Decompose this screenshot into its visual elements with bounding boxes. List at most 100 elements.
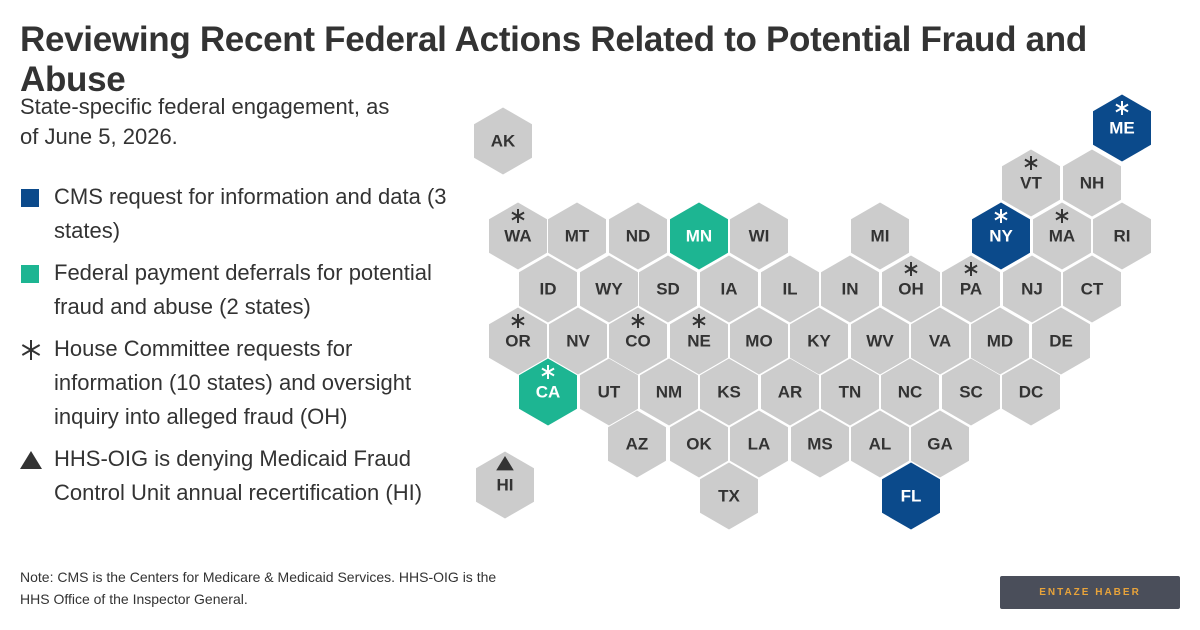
asterisk-stroke	[1055, 211, 1069, 221]
state-label: AL	[869, 434, 892, 453]
state-hex	[791, 410, 849, 478]
asterisk-stroke	[541, 367, 555, 377]
state: IL	[761, 255, 819, 323]
state-label: KY	[807, 331, 831, 350]
state-hex	[580, 358, 638, 426]
state: MT	[548, 202, 606, 270]
legend-item: House Committee requests for information…	[20, 332, 450, 429]
asterisk-stroke	[994, 211, 1008, 221]
asterisk-stroke	[631, 316, 645, 326]
legend: CMS request for information and data (3 …	[20, 180, 450, 518]
state: OH	[882, 255, 940, 323]
state: GA	[911, 410, 969, 478]
state: CT	[1063, 255, 1121, 323]
state-label: MI	[871, 226, 890, 245]
state-hex	[1093, 94, 1151, 162]
state: WV	[851, 307, 909, 375]
state: FL	[882, 462, 940, 530]
state-label: HI	[497, 475, 514, 494]
state: NH	[1063, 149, 1121, 217]
state: MN	[670, 202, 728, 270]
state-label: TX	[718, 486, 740, 505]
state-label: AZ	[626, 434, 649, 453]
state-label: WI	[749, 226, 770, 245]
state-label: MA	[1049, 226, 1075, 245]
state: MD	[971, 307, 1029, 375]
state-label: GA	[927, 434, 953, 453]
state: NC	[881, 358, 939, 426]
state-hex	[670, 202, 728, 270]
state: MS	[791, 410, 849, 478]
asterisk-stroke	[904, 264, 918, 274]
state-label: VA	[929, 331, 951, 350]
state-label: WV	[866, 331, 894, 350]
state: AK	[474, 107, 532, 175]
state-hex	[790, 307, 848, 375]
state-hex	[580, 255, 638, 323]
state-label: IN	[842, 279, 859, 298]
legend-icon	[21, 340, 41, 360]
state-label: NY	[989, 226, 1013, 245]
state-label: IL	[782, 279, 797, 298]
state: KY	[790, 307, 848, 375]
state-label: ID	[540, 279, 557, 298]
legend-icon	[21, 265, 39, 283]
state-label: VT	[1020, 173, 1042, 192]
state-label: MD	[987, 331, 1013, 350]
state-label: MS	[807, 434, 833, 453]
state-hex	[609, 307, 667, 375]
state: AL	[851, 410, 909, 478]
state-label: PA	[960, 279, 982, 298]
note: Note: CMS is the Centers for Medicare & …	[20, 569, 497, 607]
state: NV	[549, 307, 607, 375]
state-hex	[1063, 255, 1121, 323]
state: SC	[942, 358, 1000, 426]
state-label: SD	[656, 279, 680, 298]
state: VA	[911, 307, 969, 375]
legend-square	[21, 189, 39, 207]
state-hex	[881, 358, 939, 426]
state-hex	[519, 255, 577, 323]
state-label: LA	[748, 434, 771, 453]
state: ME	[1093, 94, 1151, 162]
state-hex	[548, 202, 606, 270]
state: CA	[519, 358, 577, 426]
state-label: TN	[839, 382, 862, 401]
state-label: MN	[686, 226, 712, 245]
state-hex	[851, 202, 909, 270]
legend-text: House Committee requests for information…	[54, 336, 412, 429]
state: KS	[700, 358, 758, 426]
state: NE	[670, 307, 728, 375]
state-hex	[1003, 255, 1061, 323]
state-hex	[609, 202, 667, 270]
state: SD	[639, 255, 697, 323]
state-label: UT	[598, 382, 621, 401]
state-label: SC	[959, 382, 983, 401]
state-hex	[730, 202, 788, 270]
asterisk-stroke	[511, 211, 525, 221]
legend-square	[21, 265, 39, 283]
state: NM	[640, 358, 698, 426]
state: MA	[1033, 202, 1091, 270]
state-hex	[730, 410, 788, 478]
state-hex	[911, 410, 969, 478]
state: MI	[851, 202, 909, 270]
state-label: AK	[491, 131, 516, 150]
state-label: DC	[1019, 382, 1044, 401]
state: UT	[580, 358, 638, 426]
state: ID	[519, 255, 577, 323]
legend-item: HHS-OIG is denying Medicaid Fraud Contro…	[20, 442, 450, 518]
state-hex	[670, 410, 728, 478]
state-hex	[761, 358, 819, 426]
state-label: DE	[1049, 331, 1073, 350]
state-label: MO	[745, 331, 772, 350]
state-hex	[1002, 149, 1060, 217]
state-hex	[489, 307, 547, 375]
state: IN	[821, 255, 879, 323]
state-label: RI	[1114, 226, 1131, 245]
state-hex	[882, 462, 940, 530]
triangle-icon	[20, 451, 42, 469]
state-label: NM	[656, 382, 682, 401]
state: WY	[580, 255, 638, 323]
state: VT	[1002, 149, 1060, 217]
